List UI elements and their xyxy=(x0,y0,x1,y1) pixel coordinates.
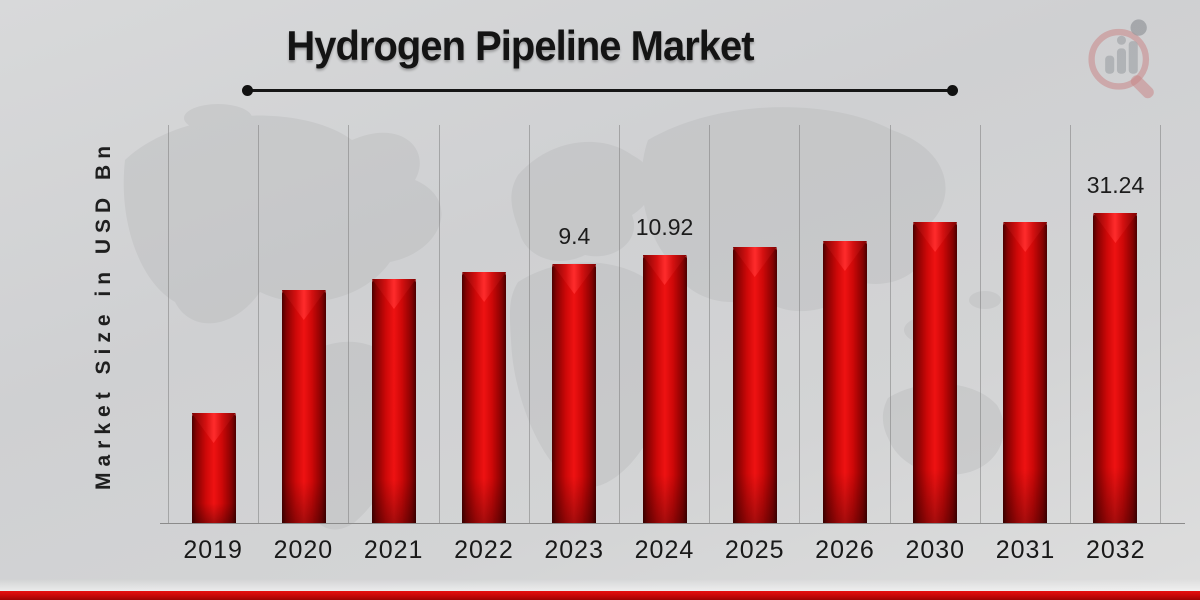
x-tick-2031: 2031 xyxy=(995,536,1056,564)
grid-column-2022 xyxy=(438,125,529,523)
bar-bevel-top xyxy=(552,264,597,294)
x-tick-2024: 2024 xyxy=(634,536,695,564)
bar-2021 xyxy=(371,279,416,523)
bar-bevel-top xyxy=(642,255,687,285)
x-tick-2021: 2021 xyxy=(363,536,424,564)
bar-bevel-top xyxy=(462,272,507,302)
x-tick-2030: 2030 xyxy=(905,536,966,564)
footer-highlight xyxy=(0,579,1200,591)
bar-2022 xyxy=(462,272,507,523)
grid-column-2030 xyxy=(889,125,980,523)
plot-area: 9.4 10.92 31.24 xyxy=(168,125,1162,523)
grid-column-2020 xyxy=(258,125,348,523)
x-tick-2020: 2020 xyxy=(273,536,334,564)
x-tick-2022: 2022 xyxy=(454,536,514,564)
grid-column-2019 xyxy=(168,125,258,523)
grid-column-2021 xyxy=(348,125,438,523)
bar-2030 xyxy=(913,222,958,523)
bar-2023 xyxy=(552,264,597,523)
grid-column-2026 xyxy=(799,125,889,523)
bar-2031 xyxy=(1003,222,1048,523)
grid-column-2025 xyxy=(709,125,799,523)
bar-2020 xyxy=(281,290,326,523)
bar-bevel-top xyxy=(1003,222,1048,252)
title-underline xyxy=(242,85,958,96)
data-label-2032: 31.24 xyxy=(1086,172,1145,198)
bar-2019 xyxy=(191,413,236,523)
bar-bevel-top xyxy=(822,241,867,271)
bar-2025 xyxy=(732,247,777,523)
bar-bevel-top xyxy=(1093,213,1138,243)
x-axis-labels: 2019 2020 2021 2022 2023 2024 2025 2026 2030 2031… xyxy=(168,536,1161,565)
bar-bevel-top xyxy=(913,222,958,252)
grid-column-2024: 10.92 xyxy=(618,125,709,523)
x-tick-2026: 2026 xyxy=(815,536,875,564)
bar-2024 xyxy=(642,255,687,523)
data-label-2023: 9.4 xyxy=(558,223,591,249)
chart-title: Hydrogen Pipeline Market xyxy=(286,22,754,69)
x-tick-2025: 2025 xyxy=(724,536,785,564)
x-tick-2019: 2019 xyxy=(183,536,243,564)
bar-bevel-top xyxy=(191,413,236,443)
bar-bevel-top xyxy=(732,247,777,277)
grid-column-2031 xyxy=(979,125,1070,523)
x-tick-2023: 2023 xyxy=(544,536,604,564)
magnifier-bar-chart-logo-icon xyxy=(1088,19,1154,99)
bar-2032 xyxy=(1093,213,1138,523)
bar-2026 xyxy=(822,241,867,523)
y-axis-title: Market Size in USD Bn xyxy=(92,139,115,491)
footer-red-bar xyxy=(0,591,1200,600)
bar-bevel-top xyxy=(371,279,416,309)
bar-bevel-top xyxy=(281,290,326,320)
x-axis-line xyxy=(160,523,1185,524)
grid-column-2023: 9.4 xyxy=(528,125,619,523)
data-label-2024: 10.92 xyxy=(635,214,694,240)
x-tick-2032: 2032 xyxy=(1085,536,1146,564)
grid-column-2032: 31.24 xyxy=(1069,125,1162,523)
